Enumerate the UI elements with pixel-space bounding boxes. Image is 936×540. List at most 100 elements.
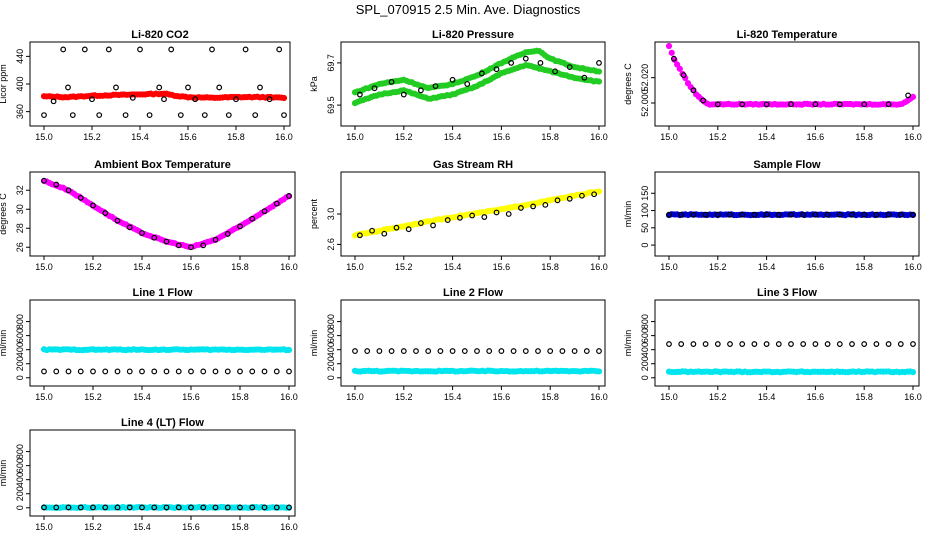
data-point (430, 222, 436, 229)
figure-title: SPL_070915 2.5 Min. Ave. Diagnostics (356, 2, 581, 17)
y-tick-label: 600 (15, 458, 25, 473)
x-tick-label: 15.4 (131, 132, 149, 142)
x-tick-label: 16.0 (904, 262, 922, 272)
data-point (376, 348, 383, 354)
data-point (69, 112, 76, 118)
x-tick-label: 15.4 (444, 132, 462, 142)
data-point (763, 341, 770, 347)
x-tick-label: 15.0 (346, 132, 364, 142)
series-avg (352, 348, 602, 354)
data-point (559, 348, 566, 354)
data-point (113, 84, 119, 91)
x-tick-label: 15.0 (660, 392, 678, 402)
panel-6: Sample Flow ml/min 15.0 15.2 15.4 15.6 15.8 16.… (623, 159, 922, 272)
x-tick-label: 15.8 (231, 392, 249, 402)
y-tick-label: 200 (15, 486, 25, 501)
data-point (727, 211, 733, 218)
series-avg (41, 368, 292, 375)
data-point (666, 341, 672, 347)
data-point (552, 68, 558, 75)
data-point (139, 504, 145, 511)
data-point (122, 112, 129, 118)
data-point (897, 341, 904, 347)
panel-title: Li-820 Temperature (737, 29, 838, 41)
data-point (400, 91, 407, 98)
series-avg (356, 191, 598, 239)
data-point (897, 211, 904, 218)
data-point (478, 70, 485, 77)
data-point (493, 209, 500, 216)
y-tick-label: 800 (640, 314, 650, 329)
data-point (836, 341, 843, 347)
data-point (90, 202, 96, 209)
data-point (417, 87, 424, 94)
data-point (668, 49, 675, 56)
data-point (388, 348, 395, 354)
data-point (885, 101, 892, 108)
data-point (909, 93, 917, 101)
data-point (481, 214, 488, 220)
data-point (261, 208, 268, 215)
x-tick-label: 15.4 (444, 392, 462, 402)
panel-8: Line 2 Flow ml/min 15.0 15.2 15.4 15.6 15.8 16.… (309, 287, 608, 402)
data-point (276, 46, 283, 53)
data-point (464, 81, 471, 87)
data-point (739, 341, 746, 347)
plot-frame (29, 171, 296, 257)
data-point (77, 194, 84, 201)
data-point (417, 220, 424, 227)
data-point (751, 341, 758, 347)
data-point (510, 348, 517, 354)
data-point (579, 192, 585, 199)
panel-4: Ambient Box Temperature degrees C 15.0 15.2… (0, 159, 298, 272)
x-tick-label: 15.2 (83, 132, 101, 142)
data-point (249, 504, 256, 511)
x-tick-label: 15.4 (133, 392, 151, 402)
data-point (114, 217, 121, 224)
data-point (281, 112, 287, 118)
y-axis-label: ml/min (623, 330, 633, 357)
data-point (474, 348, 480, 354)
data-point (175, 504, 182, 511)
data-point (356, 91, 363, 98)
data-point (493, 66, 500, 73)
data-point (885, 211, 892, 218)
x-tick-label: 15.2 (395, 262, 413, 272)
x-tick-label: 15.2 (84, 392, 102, 402)
y-axis-label: ml/min (0, 330, 8, 357)
data-point (185, 84, 191, 91)
data-point (261, 504, 268, 511)
data-point (139, 368, 145, 375)
data-point (200, 368, 207, 375)
panel-3: Li-820 Temperature degrees C 15.0 15.2 15.4 1… (623, 29, 922, 142)
data-point (102, 368, 109, 375)
data-point (96, 112, 103, 118)
data-point (242, 46, 249, 53)
data-point (102, 504, 109, 511)
x-tick-label: 16.0 (590, 132, 608, 142)
data-point (151, 368, 158, 375)
y-tick-label: 400 (640, 342, 650, 357)
data-point (393, 224, 400, 231)
x-tick-label: 16.0 (280, 392, 298, 402)
data-point (188, 504, 194, 511)
x-tick-label: 15.0 (35, 392, 53, 402)
data-point (700, 97, 707, 104)
series-avg (670, 55, 912, 108)
data-point (41, 177, 47, 184)
data-point (53, 504, 60, 511)
data-point (65, 84, 71, 91)
data-point (596, 59, 602, 66)
data-point (595, 78, 603, 85)
x-tick-label: 15.8 (541, 392, 559, 402)
series-avg (41, 46, 287, 118)
data-point (273, 200, 280, 207)
panel-2: Li-820 Pressure kPa 15.0 15.2 15.4 15.6 15.8 16… (309, 29, 608, 142)
data-point (849, 341, 855, 347)
data-point (161, 96, 167, 103)
y-axis-label: ml/min (309, 330, 319, 357)
data-point (812, 341, 819, 347)
data-point (861, 341, 868, 347)
data-point (739, 101, 746, 108)
